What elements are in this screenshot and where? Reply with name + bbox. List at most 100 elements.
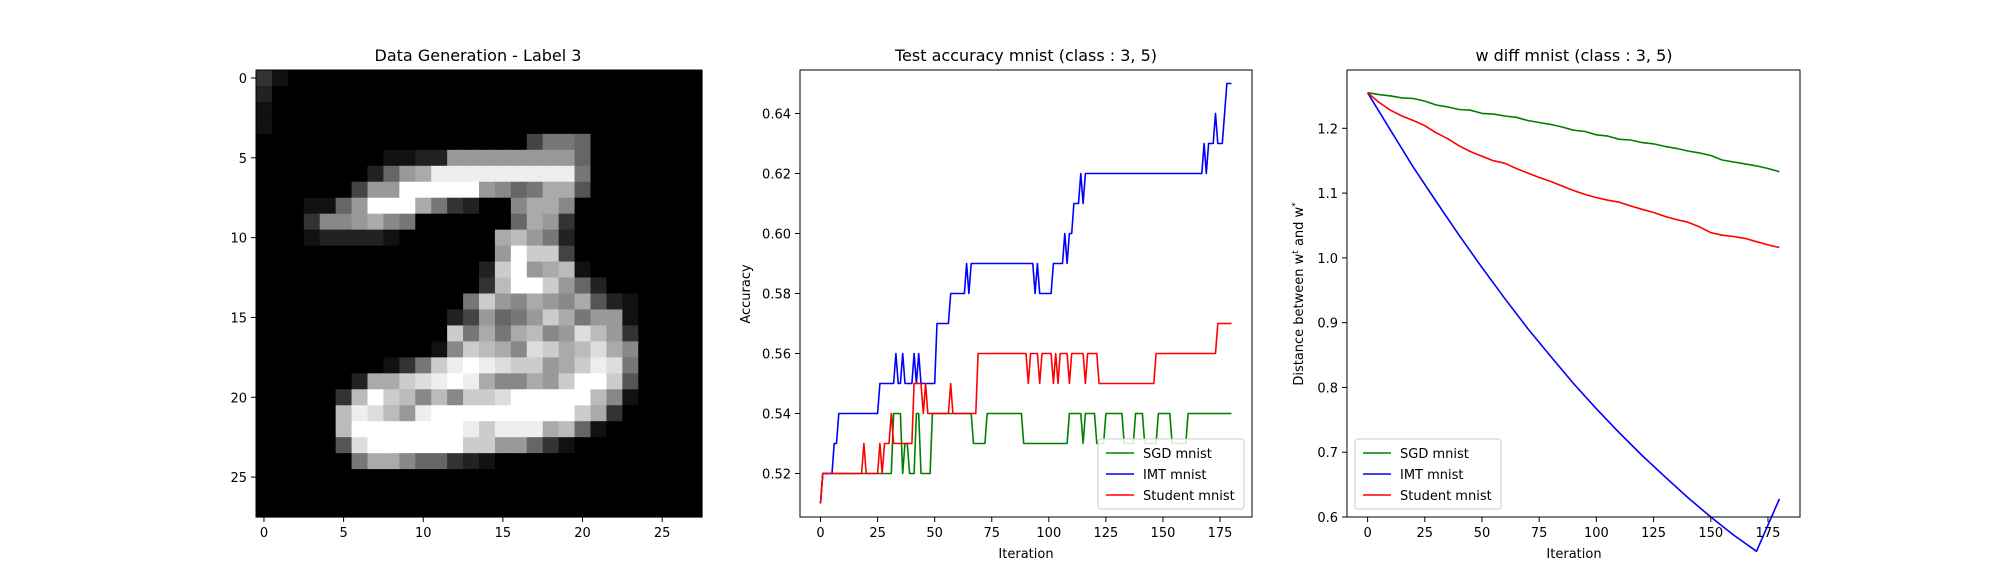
image-pixel <box>606 453 623 470</box>
legend-label: Student mnist <box>1400 489 1492 504</box>
y-tick-label: 0.6 <box>1317 511 1338 526</box>
image-pixel <box>654 85 671 103</box>
image-pixel <box>431 245 448 263</box>
series-student-mnist <box>1367 92 1780 249</box>
image-pixel <box>542 197 560 215</box>
image-pixel <box>574 133 592 151</box>
image-pixel <box>606 469 623 486</box>
image-pixel <box>526 213 544 231</box>
image-pixel <box>271 101 289 119</box>
image-pixel <box>287 293 305 311</box>
image-pixel <box>256 277 273 295</box>
y-tick-label: 0 <box>239 72 247 87</box>
image-pixel <box>303 149 321 167</box>
image-pixel <box>654 70 671 87</box>
image-pixel <box>399 501 416 518</box>
image-pixel <box>510 197 528 215</box>
image-pixel <box>431 389 448 406</box>
image-pixel <box>463 389 480 406</box>
image-pixel <box>399 373 416 390</box>
image-pixel <box>574 293 592 311</box>
image-pixel <box>479 373 496 390</box>
image-pixel <box>606 373 623 390</box>
image-pixel <box>638 197 655 215</box>
image-pixel <box>463 133 480 151</box>
image-pixel <box>654 101 671 119</box>
image-pixel <box>335 453 353 470</box>
image-pixel <box>510 117 528 135</box>
image-pixel <box>351 181 369 199</box>
wdiff-ylabel-part-2: and w <box>1292 206 1307 250</box>
image-pixel <box>494 485 512 502</box>
image-pixel <box>335 117 353 135</box>
image-pixel <box>303 437 321 454</box>
image-pixel <box>622 405 639 422</box>
image-pixel <box>303 421 321 438</box>
image-pixel <box>526 357 544 374</box>
x-tick-label: 25 <box>869 526 886 541</box>
image-pixel <box>463 70 480 87</box>
image-pixel <box>335 197 353 215</box>
image-pixel <box>319 213 337 231</box>
image-pixel <box>447 149 464 167</box>
image-pixel <box>670 309 687 327</box>
image-pixel <box>415 165 432 183</box>
image-pixel <box>638 373 655 390</box>
image-pixel <box>686 341 703 358</box>
image-pixel <box>383 261 400 279</box>
image-pixel <box>654 389 671 406</box>
image-pixel <box>494 405 512 422</box>
image-pixel <box>383 245 400 263</box>
image-pixel <box>606 437 623 454</box>
image-pixel <box>670 341 687 358</box>
image-pixel <box>638 149 655 167</box>
image-pixel <box>367 133 385 151</box>
image-pixel <box>271 501 289 518</box>
image-pixel <box>526 453 544 470</box>
image-pixel <box>399 213 416 231</box>
image-pixel <box>399 309 416 327</box>
image-pixel <box>415 261 432 279</box>
image-pixel <box>367 453 385 470</box>
y-tick-label: 0.58 <box>762 288 791 303</box>
image-pixel <box>303 373 321 390</box>
image-pixel <box>574 501 592 518</box>
image-pixel <box>494 325 512 342</box>
image-pixel <box>431 197 448 215</box>
y-tick-label: 20 <box>230 391 247 406</box>
digit-image <box>256 70 703 518</box>
image-pixel <box>303 261 321 279</box>
image-pixel <box>558 501 576 518</box>
image-pixel <box>415 325 432 342</box>
image-pixel <box>447 485 464 502</box>
image-pixel <box>670 197 687 215</box>
image-pixel <box>558 149 576 167</box>
image-pixel <box>303 485 321 502</box>
image-pixel <box>431 325 448 342</box>
image-pixel <box>574 165 592 183</box>
image-pixel <box>558 293 576 311</box>
image-pixel <box>606 389 623 406</box>
image-pixel <box>670 245 687 263</box>
image-pixel <box>463 117 480 135</box>
x-tick-label: 5 <box>339 526 347 541</box>
image-panel-frame <box>255 69 703 518</box>
x-tick-label: 10 <box>415 526 432 541</box>
image-pixel <box>447 117 464 135</box>
image-pixel <box>670 485 687 502</box>
image-pixel <box>303 85 321 103</box>
image-pixel <box>654 341 671 358</box>
image-pixel <box>542 213 560 231</box>
image-pixel <box>415 437 432 454</box>
image-pixel <box>335 405 353 422</box>
image-pixel <box>415 357 432 374</box>
image-pixel <box>351 469 369 486</box>
image-pixel <box>686 293 703 311</box>
wdiff-panel-frame <box>1346 69 1801 518</box>
image-pixel <box>415 245 432 263</box>
image-pixel <box>558 101 576 119</box>
image-pixel <box>447 309 464 327</box>
image-pixel <box>463 293 480 311</box>
image-pixel <box>494 101 512 119</box>
image-pixel <box>271 197 289 215</box>
